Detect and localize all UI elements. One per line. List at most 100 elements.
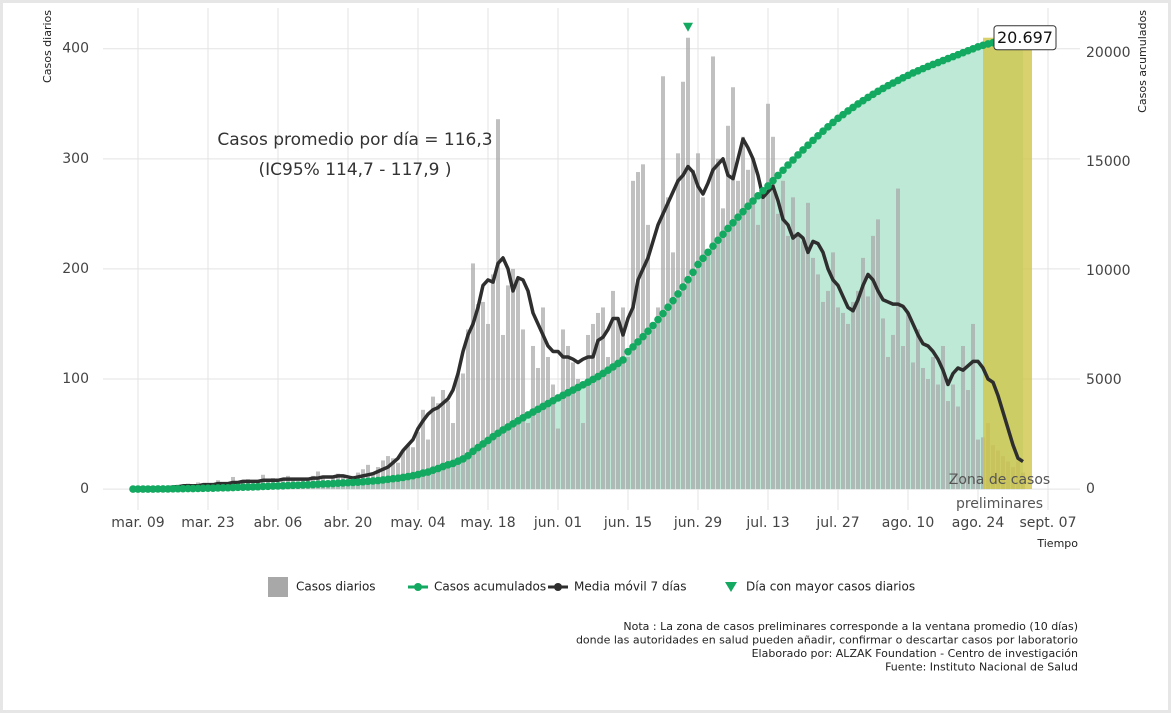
cumulative-point — [739, 207, 747, 216]
bar — [401, 450, 405, 490]
y-tick-label: 200 — [62, 261, 89, 277]
cumulative-point — [684, 275, 692, 284]
cumulative-point — [709, 242, 717, 250]
bar — [846, 323, 850, 490]
y-tick-label: 0 — [80, 481, 89, 497]
cumulative-point — [794, 151, 802, 159]
cumulative-point — [824, 123, 832, 131]
bar — [476, 304, 480, 490]
bar — [411, 447, 415, 490]
bar — [426, 439, 430, 490]
cumulative-point — [624, 347, 632, 356]
cumulative-point — [724, 224, 732, 233]
bar — [526, 423, 530, 490]
bar — [791, 197, 795, 490]
bar — [831, 252, 835, 490]
bar — [926, 378, 930, 490]
legend-label: Casos acumulados — [434, 580, 546, 594]
bar — [366, 464, 370, 490]
bar — [781, 180, 785, 490]
x-tick-label: jul. 27 — [815, 515, 859, 531]
bar — [451, 423, 455, 490]
cumulative-point — [669, 296, 677, 305]
y-tick-label: 300 — [62, 151, 89, 167]
annotation: (IC95% 114,7 - 117,9 ) — [258, 160, 451, 180]
cumulative-point — [809, 136, 817, 145]
bar — [841, 312, 845, 490]
bar — [541, 307, 545, 490]
bar — [641, 164, 645, 490]
bar — [906, 312, 910, 490]
annotation: Casos promedio por día = 116,3 — [217, 130, 492, 150]
y-axis-title: Casos diarios — [41, 10, 54, 83]
bar — [531, 345, 535, 490]
note: donde las autoridades en salud pueden añ… — [576, 634, 1078, 647]
bar — [631, 180, 635, 490]
bar — [886, 356, 890, 490]
bar — [821, 301, 825, 490]
bar — [656, 307, 660, 490]
bar — [711, 56, 715, 490]
bar — [616, 318, 620, 490]
bar — [551, 384, 555, 490]
cumulative-point — [814, 131, 822, 140]
bar — [461, 373, 465, 490]
bar — [936, 384, 940, 490]
legend-label: Media móvil 7 días — [574, 580, 686, 594]
bar — [696, 153, 700, 490]
x-axis-title: Tiempo — [1036, 537, 1078, 550]
x-tick-label: mar. 09 — [111, 515, 164, 531]
bar — [571, 362, 575, 490]
bar — [866, 296, 870, 490]
cumulative-point — [659, 309, 667, 318]
bar — [771, 136, 775, 490]
bar — [391, 458, 395, 490]
cumulative-point — [734, 213, 742, 221]
bar — [826, 290, 830, 490]
bar — [811, 257, 815, 490]
bar — [736, 180, 740, 490]
note: Nota : La zona de casos preliminares cor… — [623, 620, 1078, 633]
bar — [446, 401, 450, 490]
cumulative-point — [799, 146, 807, 154]
x-tick-label: jun. 15 — [603, 515, 652, 531]
bar — [386, 456, 390, 490]
bar — [911, 362, 915, 490]
cumulative-point — [699, 254, 707, 263]
cumulative-point — [779, 166, 787, 175]
x-tick-label: may. 04 — [390, 515, 445, 531]
cumulative-point — [689, 268, 697, 277]
x-tick-label: jun. 29 — [673, 515, 722, 531]
bar — [971, 323, 975, 490]
legend-swatch — [725, 582, 737, 592]
cumulative-point — [644, 327, 652, 335]
bar — [621, 307, 625, 490]
x-tick-label: abr. 20 — [324, 515, 373, 531]
cumulative-point — [704, 248, 712, 257]
end-label-box — [993, 25, 1057, 51]
cumulative-point — [639, 332, 647, 341]
x-tick-label: abr. 06 — [254, 515, 303, 531]
bar — [741, 136, 745, 490]
legend-swatch — [414, 583, 422, 591]
cumulative-point — [694, 260, 702, 269]
bar — [566, 345, 570, 490]
cumulative-point — [714, 236, 722, 245]
bar — [761, 191, 765, 490]
end-label: 20.697 — [997, 28, 1053, 47]
bar — [966, 390, 970, 490]
bar — [521, 329, 525, 490]
y2-tick-label: 20000 — [1086, 45, 1131, 61]
bar — [601, 307, 605, 490]
bar — [916, 329, 920, 490]
cumulative-point — [749, 197, 757, 205]
bar — [976, 439, 980, 490]
y2-tick-label: 0 — [1086, 481, 1095, 497]
x-tick-label: jun. 01 — [533, 515, 582, 531]
zone-label: Zona de casos — [949, 472, 1050, 488]
bar — [436, 403, 440, 490]
bar — [901, 345, 905, 490]
y2-tick-label: 15000 — [1086, 154, 1131, 170]
bar — [676, 153, 680, 490]
